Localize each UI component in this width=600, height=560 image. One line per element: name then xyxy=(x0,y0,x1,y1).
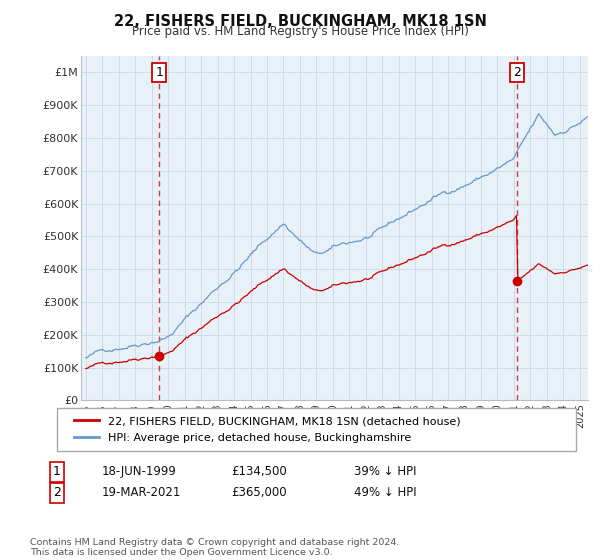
Text: 39% ↓ HPI: 39% ↓ HPI xyxy=(354,465,416,478)
Text: Contains HM Land Registry data © Crown copyright and database right 2024.
This d: Contains HM Land Registry data © Crown c… xyxy=(30,538,400,557)
Text: 18-JUN-1999: 18-JUN-1999 xyxy=(102,465,177,478)
Text: 1: 1 xyxy=(53,465,61,478)
Legend: 22, FISHERS FIELD, BUCKINGHAM, MK18 1SN (detached house), HPI: Average price, de: 22, FISHERS FIELD, BUCKINGHAM, MK18 1SN … xyxy=(68,409,467,450)
Text: 22, FISHERS FIELD, BUCKINGHAM, MK18 1SN: 22, FISHERS FIELD, BUCKINGHAM, MK18 1SN xyxy=(113,14,487,29)
Text: 49% ↓ HPI: 49% ↓ HPI xyxy=(354,486,416,500)
Text: £365,000: £365,000 xyxy=(231,486,287,500)
Text: 19-MAR-2021: 19-MAR-2021 xyxy=(102,486,181,500)
Text: 2: 2 xyxy=(53,486,61,500)
Text: Price paid vs. HM Land Registry's House Price Index (HPI): Price paid vs. HM Land Registry's House … xyxy=(131,25,469,38)
Text: 1: 1 xyxy=(155,66,163,79)
Text: £134,500: £134,500 xyxy=(231,465,287,478)
Text: 2: 2 xyxy=(514,66,521,79)
